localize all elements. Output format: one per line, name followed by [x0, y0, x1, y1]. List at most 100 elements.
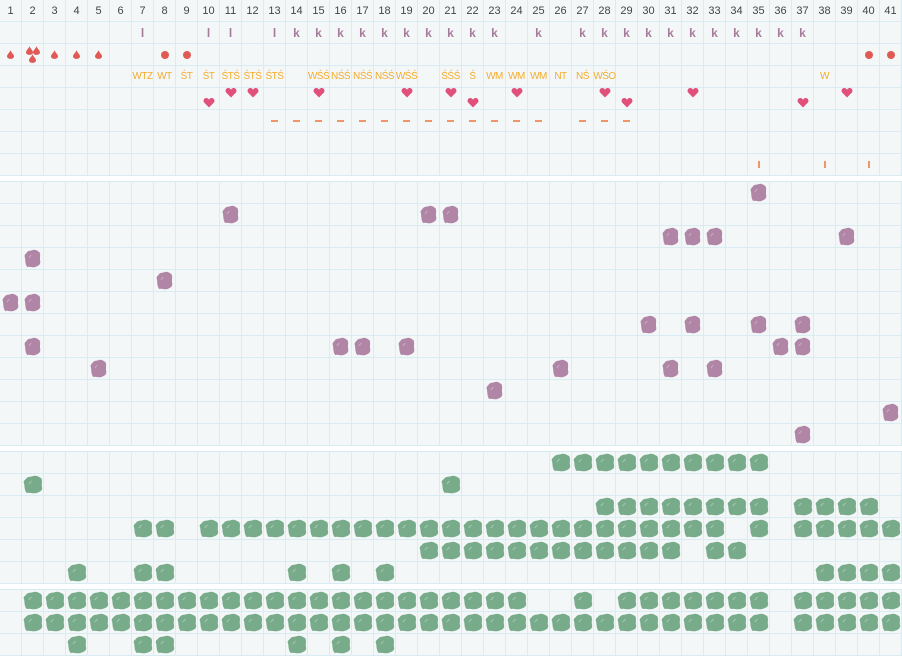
purple-grid-cell[interactable]: [374, 248, 396, 270]
purple-grid-cell[interactable]: [660, 336, 682, 358]
purple-grid-cell[interactable]: [528, 402, 550, 424]
green-grid-cell[interactable]: [616, 590, 638, 612]
green-grid-cell[interactable]: [704, 474, 726, 496]
annotation-cell[interactable]: [110, 22, 132, 44]
annotation-cell[interactable]: [418, 88, 440, 110]
purple-grid-cell[interactable]: [484, 314, 506, 336]
purple-grid-cell[interactable]: [154, 204, 176, 226]
green-grid-cell[interactable]: [836, 562, 858, 584]
annotation-cell[interactable]: [770, 154, 792, 176]
green-grid-cell[interactable]: [22, 562, 44, 584]
purple-grid-cell[interactable]: [814, 336, 836, 358]
annotation-cell[interactable]: [506, 22, 528, 44]
annotation-cell[interactable]: [0, 22, 22, 44]
purple-grid-cell[interactable]: [836, 314, 858, 336]
purple-grid-cell[interactable]: [154, 402, 176, 424]
purple-grid-cell[interactable]: [792, 380, 814, 402]
annotation-cell[interactable]: [198, 44, 220, 66]
annotation-cell[interactable]: [176, 132, 198, 154]
green-grid-cell[interactable]: [814, 562, 836, 584]
purple-grid-cell[interactable]: [704, 270, 726, 292]
green-grid-cell[interactable]: [616, 474, 638, 496]
purple-grid-cell[interactable]: [242, 248, 264, 270]
purple-grid-cell[interactable]: [748, 270, 770, 292]
green-grid-cell[interactable]: [286, 452, 308, 474]
annotation-cell[interactable]: [22, 110, 44, 132]
purple-grid-cell[interactable]: [880, 314, 902, 336]
purple-grid-cell[interactable]: [44, 424, 66, 446]
green-grid-cell[interactable]: [550, 612, 572, 634]
annotation-cell[interactable]: [330, 88, 352, 110]
green-grid-cell[interactable]: [44, 612, 66, 634]
green-grid-cell[interactable]: [396, 612, 418, 634]
purple-grid-cell[interactable]: [352, 182, 374, 204]
purple-grid-cell[interactable]: [220, 336, 242, 358]
green-grid-cell[interactable]: [242, 452, 264, 474]
annotation-cell[interactable]: [154, 22, 176, 44]
purple-grid-cell[interactable]: [550, 270, 572, 292]
purple-grid-cell[interactable]: [0, 292, 22, 314]
green-grid-cell[interactable]: [44, 634, 66, 656]
purple-grid-cell[interactable]: [220, 314, 242, 336]
purple-grid-cell[interactable]: [418, 402, 440, 424]
green-grid-cell[interactable]: [660, 562, 682, 584]
purple-grid-cell[interactable]: [264, 204, 286, 226]
annotation-cell[interactable]: [132, 132, 154, 154]
purple-grid-cell[interactable]: [660, 358, 682, 380]
green-grid-cell[interactable]: [836, 496, 858, 518]
purple-grid-cell[interactable]: [176, 336, 198, 358]
purple-grid-cell[interactable]: [836, 336, 858, 358]
annotation-cell[interactable]: [198, 88, 220, 110]
purple-grid-cell[interactable]: [132, 182, 154, 204]
annotation-cell[interactable]: [264, 44, 286, 66]
annotation-cell[interactable]: [770, 44, 792, 66]
purple-grid-cell[interactable]: [44, 182, 66, 204]
green-grid-cell[interactable]: [616, 452, 638, 474]
purple-grid-cell[interactable]: [484, 424, 506, 446]
purple-grid-cell[interactable]: [110, 358, 132, 380]
green-grid-cell[interactable]: [748, 634, 770, 656]
green-grid-cell[interactable]: [594, 612, 616, 634]
annotation-cell[interactable]: [176, 110, 198, 132]
annotation-cell[interactable]: [858, 154, 880, 176]
purple-grid-cell[interactable]: [572, 292, 594, 314]
purple-grid-cell[interactable]: [550, 424, 572, 446]
annotation-cell[interactable]: [330, 110, 352, 132]
purple-grid-cell[interactable]: [220, 380, 242, 402]
purple-grid-cell[interactable]: [176, 380, 198, 402]
annotation-cell[interactable]: [528, 44, 550, 66]
purple-grid-cell[interactable]: [484, 182, 506, 204]
annotation-cell[interactable]: NŚ: [572, 66, 594, 88]
green-grid-cell[interactable]: [220, 634, 242, 656]
green-grid-cell[interactable]: [638, 452, 660, 474]
green-grid-cell[interactable]: [792, 540, 814, 562]
annotation-cell[interactable]: WŚŚ: [396, 66, 418, 88]
annotation-cell[interactable]: [880, 88, 902, 110]
purple-grid-cell[interactable]: [154, 226, 176, 248]
purple-grid-cell[interactable]: [220, 358, 242, 380]
annotation-cell[interactable]: [484, 44, 506, 66]
annotation-cell[interactable]: [220, 132, 242, 154]
purple-grid-cell[interactable]: [792, 292, 814, 314]
annotation-cell[interactable]: [660, 110, 682, 132]
purple-grid-cell[interactable]: [858, 270, 880, 292]
green-grid-cell[interactable]: [550, 540, 572, 562]
purple-grid-cell[interactable]: [66, 292, 88, 314]
purple-grid-cell[interactable]: [440, 358, 462, 380]
green-grid-cell[interactable]: [770, 496, 792, 518]
green-grid-cell[interactable]: [792, 452, 814, 474]
purple-grid-cell[interactable]: [616, 292, 638, 314]
purple-grid-cell[interactable]: [330, 226, 352, 248]
annotation-cell[interactable]: W: [814, 66, 836, 88]
annotation-cell[interactable]: [484, 132, 506, 154]
green-grid-cell[interactable]: [462, 518, 484, 540]
annotation-cell[interactable]: [22, 132, 44, 154]
purple-grid-cell[interactable]: [528, 380, 550, 402]
purple-grid-cell[interactable]: [550, 226, 572, 248]
purple-grid-cell[interactable]: [792, 336, 814, 358]
purple-grid-cell[interactable]: [396, 358, 418, 380]
purple-grid-cell[interactable]: [198, 424, 220, 446]
green-grid-cell[interactable]: [770, 562, 792, 584]
annotation-cell[interactable]: [880, 66, 902, 88]
annotation-cell[interactable]: [176, 88, 198, 110]
